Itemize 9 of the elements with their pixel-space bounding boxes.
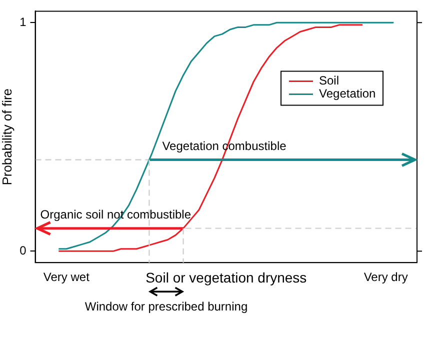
y-tick-label: 1 [20,14,27,29]
x-tick-label: Very wet [43,270,90,284]
y-tick-label: 0 [20,243,27,258]
legend-label: Soil [319,74,340,88]
x-axis-title: Soil or vegetation dryness [146,270,307,286]
legend-label: Vegetation [319,86,376,101]
text: Window for prescribed burning [84,300,248,314]
y-axis-title: Probability of fire [0,88,14,186]
x-tick-label: Very dry [364,270,408,284]
